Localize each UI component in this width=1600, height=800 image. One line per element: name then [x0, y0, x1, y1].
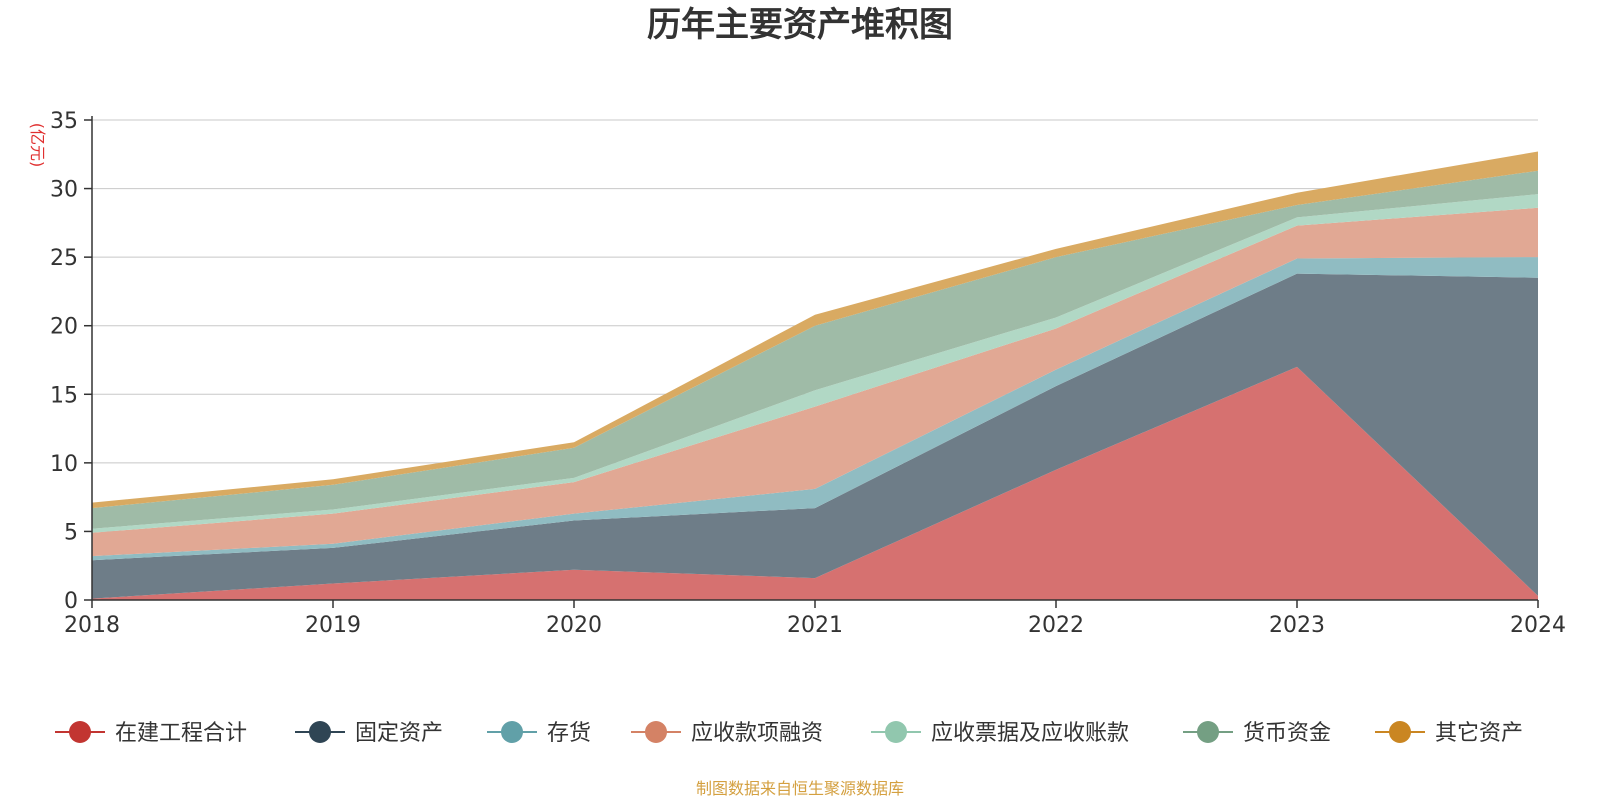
- legend-item-4[interactable]: 应收票据及应收账款: [871, 721, 1129, 746]
- legend-label: 应收票据及应收账款: [931, 721, 1129, 746]
- area-series-2[interactable]: [92, 257, 1538, 561]
- area-series-5[interactable]: [92, 170, 1538, 529]
- legend-item-5[interactable]: 货币资金: [1183, 721, 1331, 746]
- area-series-6[interactable]: [92, 151, 1538, 509]
- legend-label: 货币资金: [1243, 721, 1331, 746]
- x-tick-label: 2019: [305, 613, 361, 638]
- legend-item-3[interactable]: 应收款项融资: [631, 721, 823, 746]
- y-tick-label: 20: [50, 315, 78, 340]
- legend-item-2[interactable]: 存货: [487, 721, 591, 746]
- x-tick-label: 2023: [1269, 613, 1325, 638]
- legend-marker-icon: [885, 721, 907, 743]
- legend-marker-icon: [645, 721, 667, 743]
- area-series-3[interactable]: [92, 207, 1538, 557]
- area-series-group: [92, 151, 1538, 600]
- x-tick-label: 2020: [546, 613, 602, 638]
- legend-item-6[interactable]: 其它资产: [1375, 721, 1523, 746]
- y-tick-label: 35: [50, 109, 78, 134]
- x-tick-label: 2024: [1510, 613, 1566, 638]
- x-tick-label: 2022: [1028, 613, 1084, 638]
- y-tick-label: 15: [50, 383, 78, 408]
- legend-label: 固定资产: [355, 721, 443, 746]
- legend-label: 存货: [547, 721, 591, 746]
- legend-label: 应收款项融资: [691, 721, 823, 746]
- area-series-1[interactable]: [92, 273, 1538, 599]
- axes: 0 5 10 15 20 25 30 35 2018 2019 2020 2021 2022 2023 20…: [50, 109, 1566, 638]
- legend-item-1[interactable]: 固定资产: [295, 721, 443, 746]
- legend-marker-icon: [501, 721, 523, 743]
- y-tick-label: 0: [64, 589, 78, 614]
- data-source-note: 制图数据来自恒生聚源数据库: [696, 779, 904, 798]
- chart-title: 历年主要资产堆积图: [647, 5, 953, 45]
- y-tick-label: 5: [64, 520, 78, 545]
- legend-marker-icon: [1197, 721, 1219, 743]
- y-tick-label: 25: [50, 246, 78, 271]
- x-tick-label: 2018: [64, 613, 120, 638]
- y-axis-unit-label: (亿元): [28, 123, 47, 168]
- legend-marker-icon: [1389, 721, 1411, 743]
- area-series-0[interactable]: [92, 366, 1538, 600]
- y-tick-label: 30: [50, 178, 78, 203]
- legend-marker-icon: [309, 721, 331, 743]
- legend-label: 在建工程合计: [115, 721, 247, 746]
- legend: 在建工程合计 固定资产 存货 应收款项融资 应收票据及应收账款 货币资金 其它资产: [55, 721, 1523, 746]
- legend-marker-icon: [69, 721, 91, 743]
- legend-label: 其它资产: [1435, 721, 1523, 746]
- y-tick-label: 10: [50, 452, 78, 477]
- legend-item-0[interactable]: 在建工程合计: [55, 721, 247, 746]
- x-tick-label: 2021: [787, 613, 843, 638]
